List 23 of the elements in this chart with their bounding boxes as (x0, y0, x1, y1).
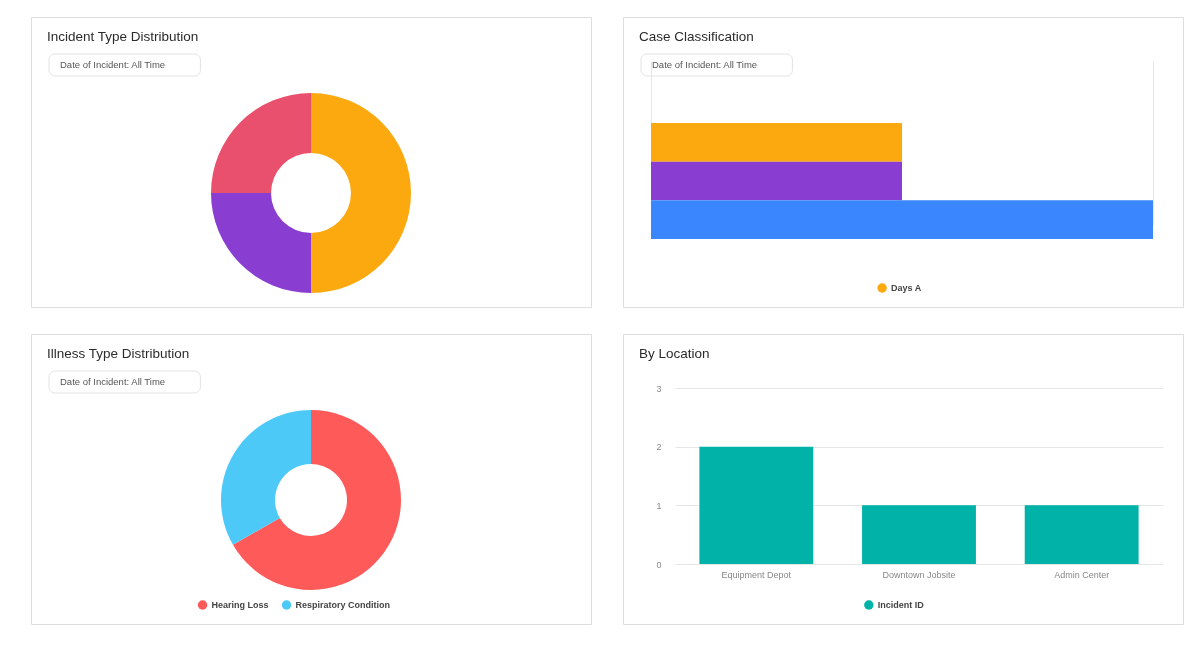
legend-label: Days A (891, 283, 922, 293)
annotation: Date of Incident: All Time (652, 59, 758, 70)
donut-slice (232, 410, 401, 590)
chart-title: Case Classification (639, 29, 754, 44)
legend-label: Respiratory Condition (295, 600, 391, 610)
x-tick-label: Equipment Depot (721, 569, 792, 580)
donut-slice (311, 93, 411, 293)
x-tick-label: Admin Center (1054, 569, 1110, 580)
x-tick-label: Downtown Jobsite (882, 569, 956, 580)
donut-slice (221, 410, 311, 545)
donut-slice (211, 93, 311, 193)
text: Date of Incident: All Time (60, 376, 166, 387)
text: Date of Incident: All Time (60, 59, 166, 70)
y-tick-label: 2 (656, 442, 662, 453)
chart-title: By Location (639, 346, 710, 361)
donut-slice (211, 193, 311, 293)
legend-label: Incident ID (877, 600, 925, 610)
legend-label: Hearing Loss (211, 600, 269, 610)
chart-title: Incident Type Distribution (47, 29, 199, 44)
y-tick-label: 3 (656, 383, 662, 394)
y-tick-label: 0 (656, 559, 662, 570)
y-tick-label: 1 (656, 500, 662, 511)
chart-title: Illness Type Distribution (47, 346, 190, 361)
